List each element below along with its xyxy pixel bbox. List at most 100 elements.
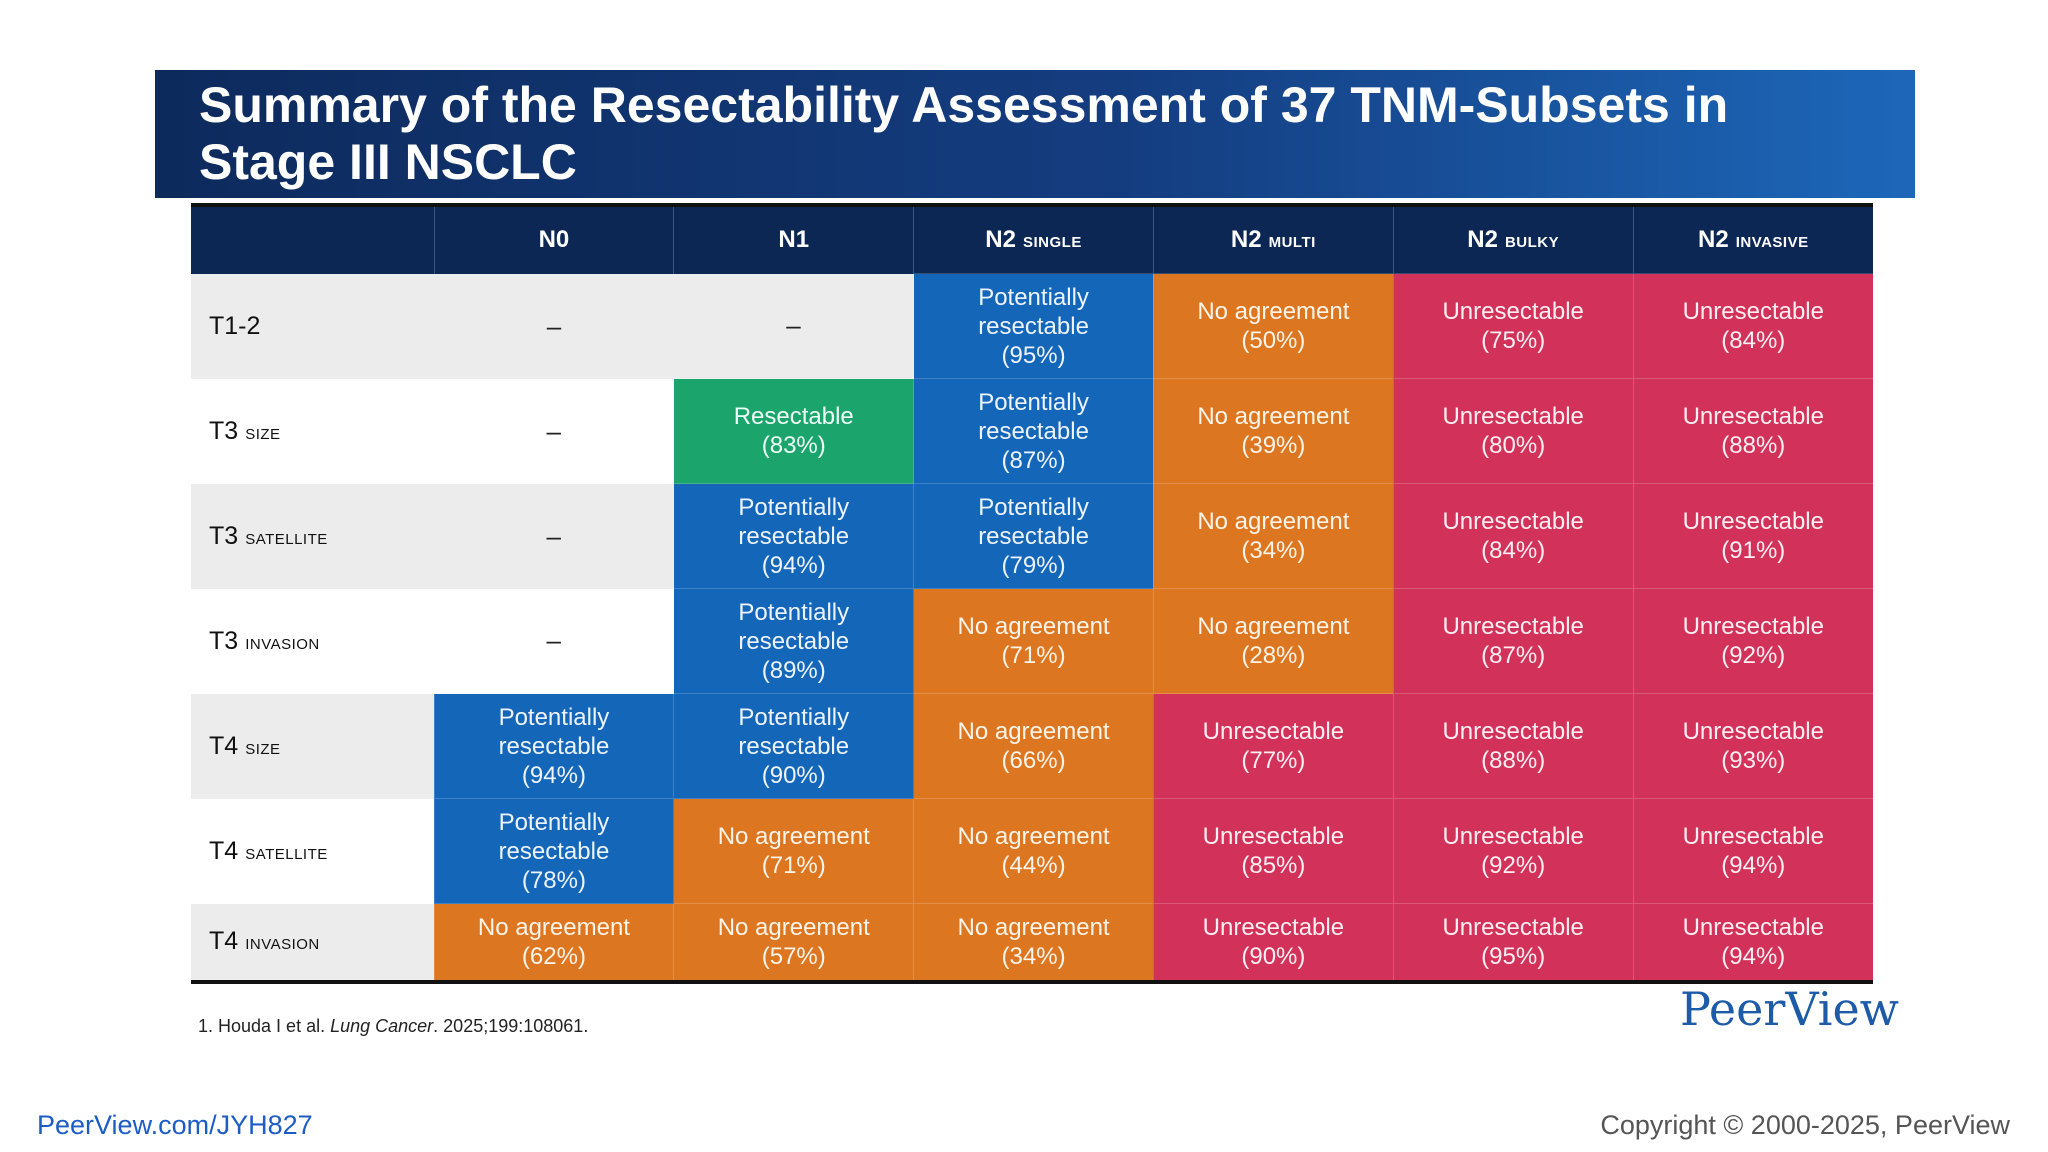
cell-line: (88%) bbox=[1481, 747, 1546, 774]
cell-line: Unresectable bbox=[1442, 613, 1584, 640]
table-cell: No agreement (34%) bbox=[1152, 483, 1394, 589]
cell-line: Unresectable bbox=[1682, 613, 1824, 640]
cell-line: (95%) bbox=[1001, 341, 1066, 369]
cell-line: Unresectable bbox=[1202, 718, 1345, 745]
cell-line: Unresectable bbox=[1442, 718, 1584, 745]
table-cell: No agreement (66%) bbox=[913, 693, 1154, 799]
cell-line: resectable bbox=[978, 522, 1089, 550]
cell-line: Unresectable bbox=[1202, 823, 1345, 850]
row-header: T4 SATELLITE bbox=[191, 798, 435, 904]
row-header-label: T1-2 bbox=[209, 311, 261, 340]
cell-line: (91%) bbox=[1721, 537, 1786, 564]
reference-prefix: 1. Houda I et al. bbox=[198, 1016, 331, 1036]
cell-line: – bbox=[786, 310, 801, 341]
row-header: T3 SATELLITE bbox=[191, 483, 435, 589]
cell-line: No agreement bbox=[717, 914, 870, 941]
column-header-main: N2 bbox=[1698, 226, 1729, 253]
cell-line: No agreement bbox=[477, 914, 630, 941]
table-row: T3 INVASION – Potentially resectable (89%) No … bbox=[191, 588, 1873, 694]
cell-line: Resectable bbox=[733, 403, 854, 430]
cell-line: Unresectable bbox=[1442, 403, 1584, 430]
table-header-row: N0 N1 N2 SINGLE N2 MULTI N2 BULKY N2 INVASIVE bbox=[191, 207, 1873, 274]
cell-line: (94%) bbox=[1721, 852, 1786, 879]
reference-citation: 1. Houda I et al. Lung Cancer. 2025;199:… bbox=[198, 1016, 588, 1037]
table-cell: No agreement (34%) bbox=[913, 903, 1154, 980]
cell-line: (71%) bbox=[761, 852, 826, 879]
cell-line: Potentially bbox=[498, 808, 610, 836]
table-cell: Unresectable (80%) bbox=[1392, 378, 1634, 484]
table-body: T1-2– – Potentially resectable (95%) No agree… bbox=[191, 273, 1873, 980]
table-cell: Potentially resectable (89%) bbox=[673, 588, 914, 694]
cell-line: No agreement bbox=[1197, 403, 1350, 430]
cell-line: (39%) bbox=[1241, 432, 1306, 459]
table-cell: Unresectable (90%) bbox=[1152, 903, 1394, 980]
table-cell: Unresectable (85%) bbox=[1152, 798, 1394, 904]
peerview-url-link[interactable]: PeerView.com/JYH827 bbox=[37, 1110, 313, 1140]
table-cell: Unresectable (94%) bbox=[1632, 903, 1873, 980]
cell-line: (89%) bbox=[761, 656, 826, 684]
cell-line: (84%) bbox=[1721, 327, 1786, 354]
column-header: N2 MULTI bbox=[1152, 207, 1394, 274]
column-header-main: N2 bbox=[985, 226, 1016, 253]
row-header: T1-2 bbox=[191, 273, 435, 379]
column-header-main: N0 bbox=[538, 226, 570, 254]
table-cell: No agreement (62%) bbox=[433, 903, 674, 980]
cell-line: Potentially bbox=[738, 493, 850, 521]
cell-line: – bbox=[546, 625, 561, 656]
column-header: N2 BULKY bbox=[1392, 207, 1634, 274]
cell-line: Unresectable bbox=[1682, 718, 1824, 745]
cell-line: (92%) bbox=[1481, 852, 1546, 879]
cell-line: No agreement bbox=[1197, 298, 1350, 325]
cell-line: (93%) bbox=[1721, 747, 1786, 774]
row-header-sub: INVASION bbox=[245, 635, 320, 653]
table-cell: No agreement (44%) bbox=[913, 798, 1154, 904]
table-cell: Unresectable (92%) bbox=[1392, 798, 1634, 904]
cell-line: (90%) bbox=[761, 761, 826, 789]
row-header: T4 SIZE bbox=[191, 693, 435, 799]
table-row: T1-2– – Potentially resectable (95%) No agree… bbox=[191, 273, 1873, 379]
row-header-label: T4 bbox=[209, 927, 239, 956]
row-header-label: T3 bbox=[209, 416, 239, 445]
title-banner: Summary of the Resectability Assessment … bbox=[155, 70, 1915, 198]
cell-line: (28%) bbox=[1241, 642, 1306, 669]
copyright-notice: Copyright © 2000-2025, PeerView bbox=[1600, 1110, 2010, 1140]
cell-line: No agreement bbox=[717, 823, 870, 850]
row-header-sub: INVASION bbox=[245, 936, 320, 954]
slide-title: Summary of the Resectability Assessment … bbox=[199, 77, 1729, 190]
cell-line: (88%) bbox=[1721, 432, 1786, 459]
column-header: N1 bbox=[673, 207, 914, 274]
cell-line: Unresectable bbox=[1682, 823, 1824, 850]
cell-line: (66%) bbox=[1001, 747, 1066, 774]
table-row: T4 SATELLITE Potentially resectable (78%) No … bbox=[191, 798, 1873, 904]
cell-line: Unresectable bbox=[1682, 508, 1824, 535]
table-cell: No agreement (71%) bbox=[673, 798, 914, 904]
table-cell: Unresectable (95%) bbox=[1392, 903, 1634, 980]
table-cell: Potentially resectable (78%) bbox=[433, 798, 674, 904]
table-cell: Unresectable (94%) bbox=[1632, 798, 1873, 904]
cell-line: Unresectable bbox=[1682, 403, 1824, 430]
cell-line: resectable bbox=[738, 627, 850, 655]
table-cell-empty: – bbox=[434, 273, 674, 379]
cell-line: No agreement bbox=[1197, 508, 1350, 535]
table-cell: No agreement (28%) bbox=[1152, 588, 1394, 694]
cell-line: resectable bbox=[738, 732, 850, 760]
reference-journal: Lung Cancer bbox=[330, 1016, 434, 1036]
cell-line: (83%) bbox=[761, 432, 826, 459]
table-cell: Unresectable (88%) bbox=[1392, 693, 1634, 799]
cell-line: Potentially bbox=[738, 703, 850, 731]
column-header: N0 bbox=[433, 207, 674, 274]
cell-line: Unresectable bbox=[1202, 914, 1345, 941]
table-row: T3 SIZE – Resectable (83%) Potentially resecta… bbox=[191, 378, 1873, 484]
row-header-sub: SATELLITE bbox=[245, 530, 328, 548]
column-header-main: N2 bbox=[1230, 226, 1262, 253]
table-cell: Unresectable (92%) bbox=[1632, 588, 1873, 694]
table-cell: No agreement (50%) bbox=[1152, 273, 1394, 379]
table-cell: Potentially resectable (87%) bbox=[913, 378, 1154, 484]
cell-line: Potentially bbox=[978, 388, 1089, 416]
resectability-table-container: N0 N1 N2 SINGLE N2 MULTI N2 BULKY N2 INVASIVE T1-… bbox=[191, 203, 1873, 984]
cell-line: (94%) bbox=[1721, 943, 1786, 970]
table-cell: Unresectable (75%) bbox=[1392, 273, 1634, 379]
row-header-label: T4 bbox=[209, 731, 239, 760]
table-cell-empty: – bbox=[434, 588, 674, 694]
header-corner bbox=[191, 207, 435, 274]
